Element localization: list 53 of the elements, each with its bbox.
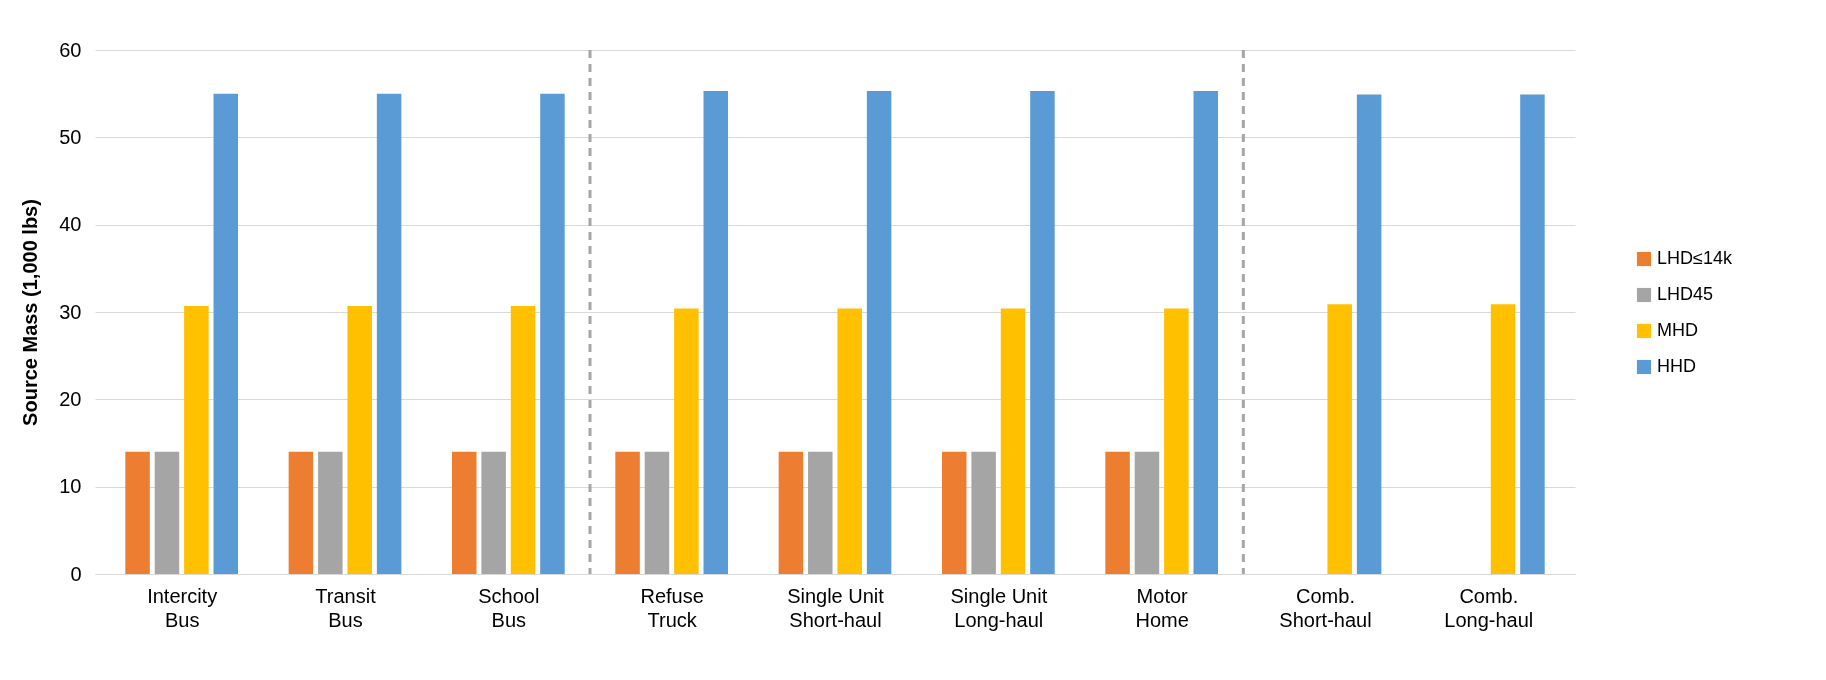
x-tick-label: School Bus (478, 584, 540, 631)
bar (376, 93, 402, 574)
bar (451, 451, 477, 574)
bar (1000, 308, 1026, 574)
bar (778, 451, 804, 574)
x-tick-label: Intercity Bus (147, 584, 218, 631)
x-tick-label: Comb. Short-haul (1279, 584, 1372, 631)
bar (1490, 304, 1516, 574)
bar (644, 451, 670, 574)
x-tick-label: Single Unit Long-haul (950, 584, 1048, 631)
y-tick-label: 10 (59, 475, 82, 498)
bar (674, 308, 699, 574)
x-tick-label: Comb. Long-haul (1444, 584, 1534, 631)
bar (866, 91, 892, 574)
bar (941, 451, 967, 574)
y-tick-label: 30 (59, 300, 82, 323)
x-tick-label: Single Unit Short-haul (787, 584, 885, 631)
x-tick-label: Motor Home (1135, 584, 1189, 631)
bar (1520, 94, 1545, 574)
bar (1193, 91, 1219, 574)
legend-label: HHD (1657, 356, 1696, 376)
bar (1030, 91, 1055, 574)
x-tick-label: Transit Bus (315, 584, 377, 631)
bar (1105, 451, 1130, 574)
bar (213, 93, 239, 574)
legend-label: LHD≤14k (1657, 248, 1733, 268)
bar (1134, 451, 1160, 574)
bar (971, 451, 996, 574)
bar (540, 93, 565, 574)
y-tick-label: 60 (59, 38, 82, 61)
bar (1356, 94, 1382, 574)
bar (510, 305, 536, 574)
x-tick-label: Refuse Truck (640, 584, 704, 631)
bar (154, 451, 180, 574)
bar (318, 451, 343, 574)
bar (1164, 308, 1189, 574)
bar (615, 451, 640, 574)
bar (808, 451, 833, 574)
y-axis-title: Source Mass (1,000 lbs) (19, 199, 42, 426)
legend-label: MHD (1657, 320, 1698, 340)
legend-label: LHD45 (1657, 284, 1714, 304)
bar (288, 451, 314, 574)
y-tick-label: 50 (59, 125, 82, 148)
bar (481, 451, 506, 574)
y-tick-label: 40 (59, 213, 82, 236)
bar (184, 305, 209, 574)
bar (837, 308, 862, 574)
bar (1327, 304, 1352, 574)
bar (125, 451, 150, 574)
y-tick-label: 20 (59, 387, 82, 410)
y-tick-label: 0 (70, 562, 82, 585)
bar (347, 305, 372, 574)
bar (703, 91, 729, 574)
